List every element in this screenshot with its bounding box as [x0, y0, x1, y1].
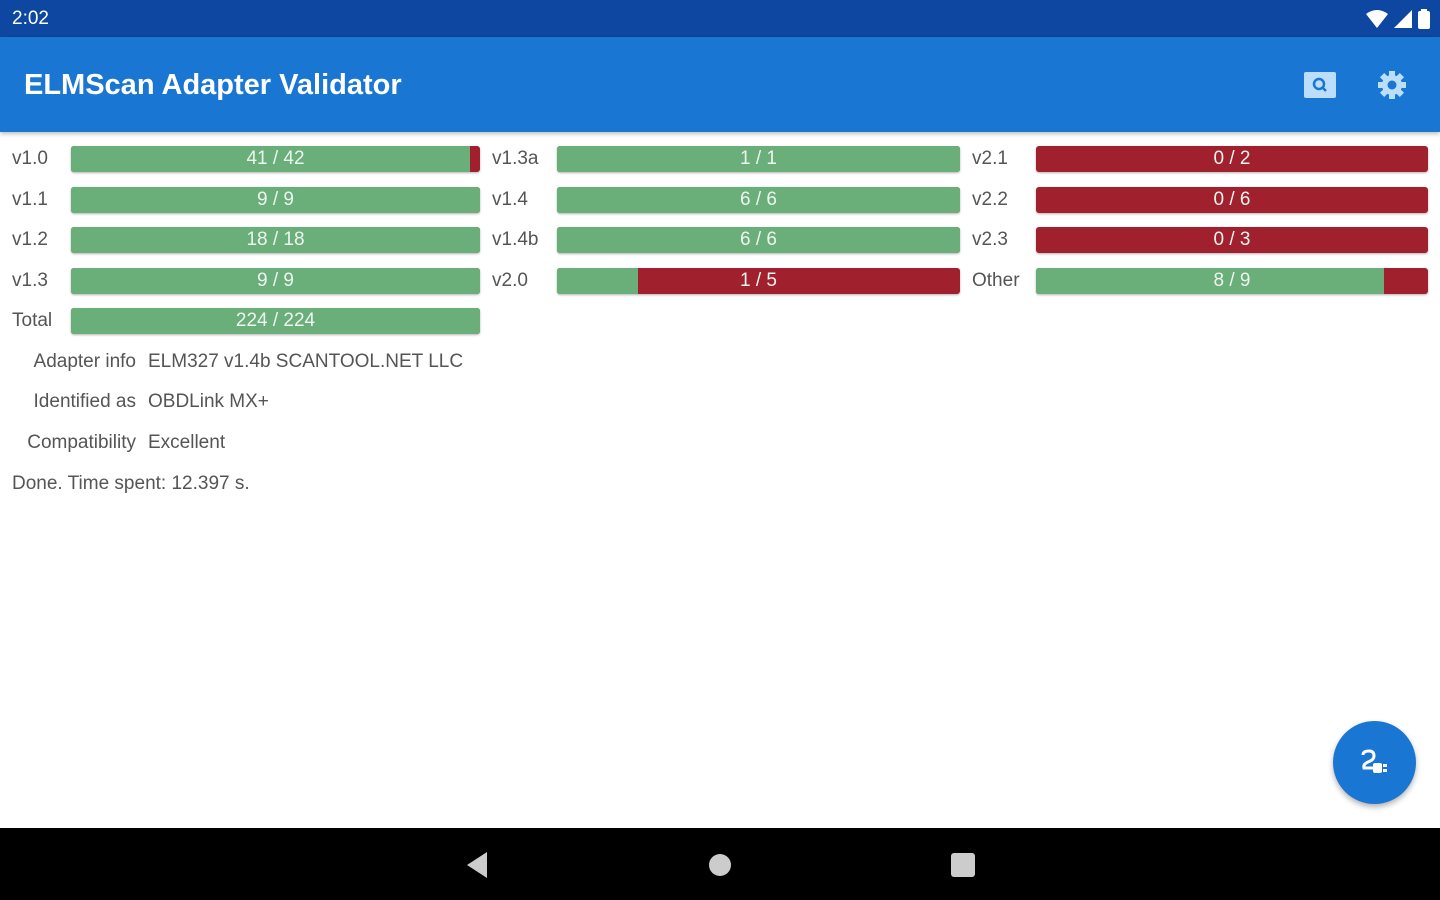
- clock: 2:02: [12, 8, 49, 29]
- result-bar-v1-3: 9 / 9: [71, 268, 480, 294]
- identified-as-value: OBDLink MX+: [148, 391, 269, 412]
- result-bar-v2-1: 0 / 2: [1036, 146, 1428, 172]
- result-bar-v1-2: 18 / 18: [71, 227, 480, 253]
- search-icon: [1304, 72, 1336, 98]
- pass-fill: [71, 227, 480, 253]
- result-count: 1 / 1: [740, 148, 777, 169]
- result-count: 6 / 6: [740, 229, 777, 250]
- result-bar-v2-3: 0 / 3: [1036, 227, 1428, 253]
- connect-adapter-fab[interactable]: [1333, 721, 1416, 804]
- result-bar-v1-4b: 6 / 6: [557, 227, 960, 253]
- home-icon: [709, 854, 731, 876]
- result-label-v2-2: v2.2: [972, 189, 1008, 210]
- done-status: Done. Time spent: 12.397 s.: [12, 473, 250, 494]
- result-bar-v1-1: 9 / 9: [71, 187, 480, 213]
- result-count: 8 / 9: [1213, 270, 1251, 291]
- compatibility-value: Excellent: [148, 432, 226, 453]
- result-label-total: Total: [12, 310, 53, 331]
- result-count: 0 / 2: [1213, 148, 1251, 169]
- result-count: 0 / 6: [1213, 189, 1251, 210]
- app-title: ELMScan Adapter Validator: [24, 69, 402, 101]
- result-bar-v2-2: 0 / 6: [1036, 187, 1428, 213]
- result-label-v1-3a: v1.3a: [492, 148, 539, 169]
- result-count: 41 / 42: [246, 148, 305, 169]
- home-button[interactable]: [705, 850, 735, 880]
- result-label-v2-0: v2.0: [492, 270, 528, 291]
- pass-fill: [1036, 268, 1385, 294]
- result-count: 6 / 6: [740, 189, 777, 210]
- pass-fill: [557, 227, 960, 253]
- result-bar-other: 8 / 9: [1036, 268, 1428, 294]
- battery-icon: [1418, 9, 1430, 29]
- result-label-v1-4b: v1.4b: [492, 229, 539, 250]
- result-bar-total: 224 / 224: [71, 308, 480, 334]
- result-label-other: Other: [972, 270, 1020, 291]
- result-label-v1-2: v1.2: [12, 229, 48, 250]
- wifi-icon: [1366, 10, 1388, 28]
- settings-button[interactable]: [1374, 67, 1410, 103]
- adapter-info-label: Adapter info: [33, 351, 136, 372]
- result-bar-v1-3a: 1 / 1: [557, 146, 960, 172]
- pass-fill: [557, 268, 638, 294]
- pass-fill: [71, 268, 480, 294]
- app-bar: ELMScan Adapter Validator: [0, 37, 1440, 132]
- status-bar: 2:02: [0, 0, 1440, 37]
- result-count: 18 / 18: [246, 229, 305, 250]
- pass-fill: [71, 308, 480, 334]
- result-bar-v1-0: 41 / 42: [71, 146, 480, 172]
- plug-icon: [1361, 748, 1387, 773]
- pass-fill: [71, 146, 471, 172]
- search-button[interactable]: [1302, 67, 1338, 103]
- recents-icon: [951, 853, 975, 877]
- result-bar-v1-4: 6 / 6: [557, 187, 960, 213]
- result-label-v1-0: v1.0: [12, 148, 48, 169]
- back-button[interactable]: [462, 850, 492, 880]
- pass-fill: [557, 146, 960, 172]
- result-label-v1-3: v1.3: [12, 270, 48, 291]
- adapter-info-value: ELM327 v1.4b SCANTOOL.NET LLC: [148, 351, 464, 372]
- result-bar-v2-0: 1 / 5: [557, 268, 960, 294]
- result-count: 224 / 224: [235, 310, 316, 331]
- result-label-v2-1: v2.1: [972, 148, 1008, 169]
- pass-fill: [557, 187, 960, 213]
- result-count: 1 / 5: [740, 270, 777, 291]
- compatibility-label: Compatibility: [27, 432, 136, 453]
- back-icon: [467, 852, 487, 878]
- signal-icon: [1394, 10, 1412, 28]
- identified-as-label: Identified as: [33, 391, 136, 412]
- pass-fill: [71, 187, 480, 213]
- result-count: 9 / 9: [257, 270, 294, 291]
- gear-icon: [1378, 71, 1406, 99]
- result-count: 0 / 3: [1213, 229, 1251, 250]
- result-label-v1-1: v1.1: [12, 189, 48, 210]
- result-label-v2-3: v2.3: [972, 229, 1008, 250]
- recents-button[interactable]: [948, 850, 978, 880]
- result-label-v1-4: v1.4: [492, 189, 528, 210]
- navigation-bar: [0, 828, 1440, 900]
- result-count: 9 / 9: [257, 189, 294, 210]
